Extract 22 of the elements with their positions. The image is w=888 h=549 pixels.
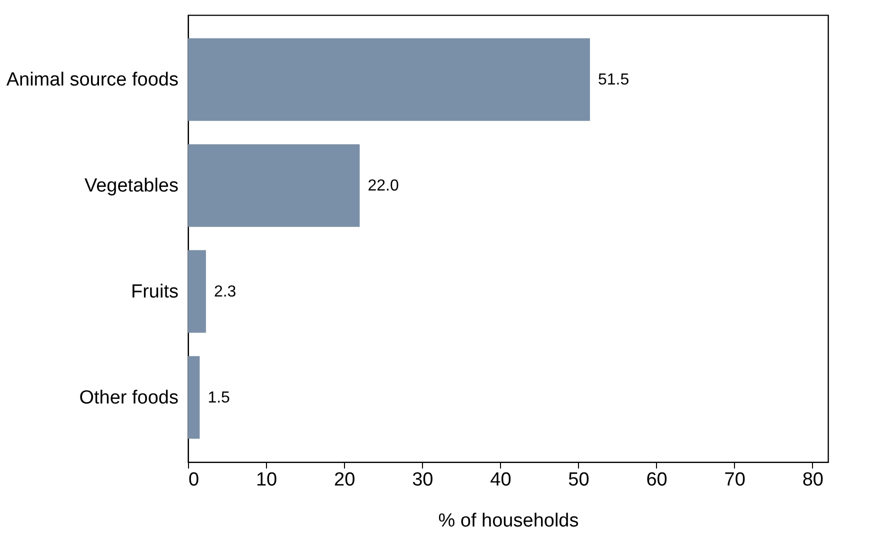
x-tick-label: 60 (646, 470, 668, 490)
data-label: 1.5 (208, 389, 230, 406)
bar (188, 250, 206, 333)
x-tick-label: 40 (490, 470, 512, 490)
y-tick-label: Vegetables (84, 176, 178, 197)
x-tick-label: 20 (334, 470, 356, 490)
x-tick-label: 70 (724, 470, 746, 490)
bar (188, 356, 200, 439)
y-tick-label: Other foods (79, 387, 178, 408)
data-label: 22.0 (368, 178, 399, 195)
x-tick-label: 50 (568, 470, 590, 490)
x-tick-label: 30 (412, 470, 434, 490)
x-tick-label: 80 (802, 470, 824, 490)
bar (188, 38, 590, 121)
y-tick-label: Animal source foods (6, 70, 178, 91)
y-tick-label: Fruits (131, 281, 178, 302)
data-label: 51.5 (598, 72, 630, 89)
x-tick-label: 10 (256, 470, 278, 490)
data-label: 2.3 (214, 283, 236, 300)
x-axis-title: % of households (438, 510, 579, 532)
x-tick-label: 0 (188, 470, 200, 490)
bar (188, 144, 360, 227)
